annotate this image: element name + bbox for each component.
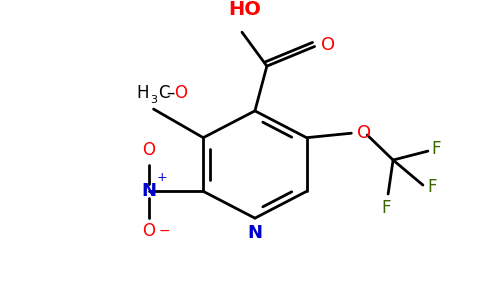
- Text: O: O: [320, 36, 334, 54]
- Text: N: N: [247, 224, 262, 242]
- Text: O: O: [142, 141, 155, 159]
- Text: +: +: [156, 171, 167, 184]
- Text: C: C: [159, 84, 170, 102]
- Text: 3: 3: [151, 95, 158, 106]
- Text: N: N: [141, 182, 156, 200]
- Text: H: H: [136, 84, 149, 102]
- Text: F: F: [381, 200, 391, 217]
- Text: –: –: [166, 84, 175, 102]
- Text: F: F: [432, 140, 441, 158]
- Text: O: O: [357, 124, 371, 142]
- Text: HO: HO: [228, 0, 261, 19]
- Text: −: −: [159, 224, 170, 238]
- Text: O: O: [142, 222, 155, 240]
- Text: O: O: [174, 84, 187, 102]
- Text: F: F: [427, 178, 437, 196]
